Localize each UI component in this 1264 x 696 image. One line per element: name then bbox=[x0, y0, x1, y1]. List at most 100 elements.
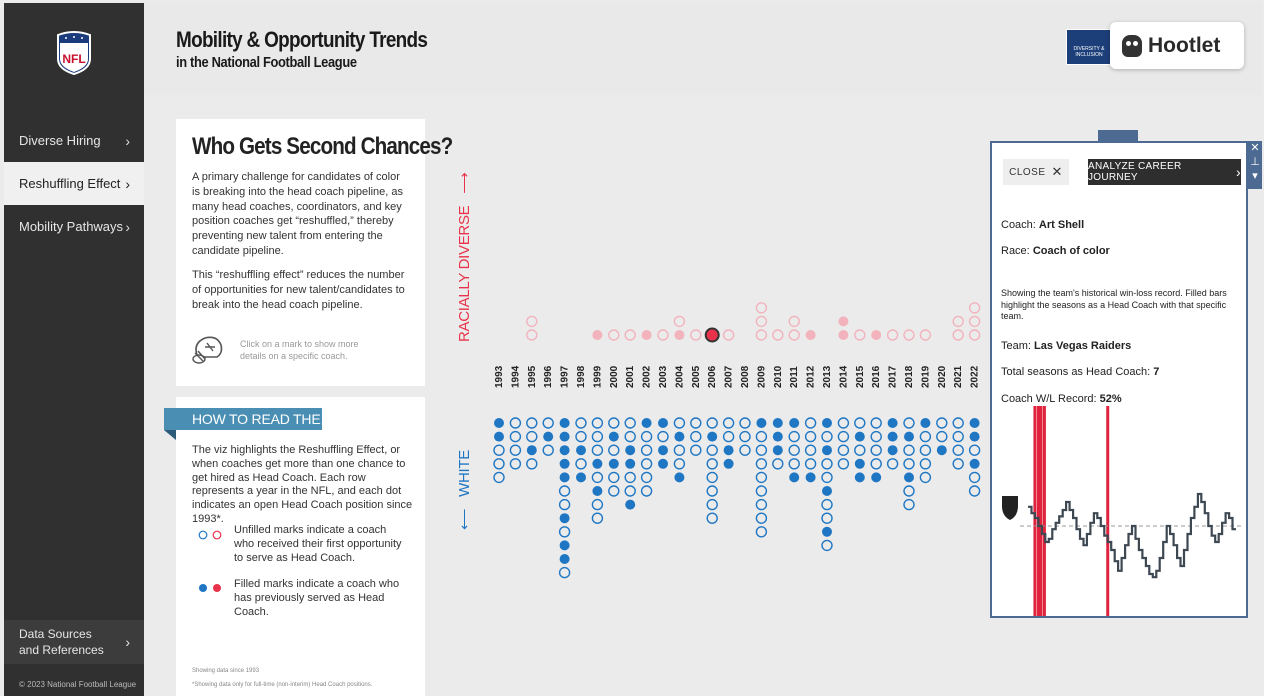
white-coach-mark[interactable] bbox=[591, 498, 604, 511]
white-coach-mark[interactable] bbox=[887, 431, 898, 442]
white-coach-mark[interactable] bbox=[772, 431, 783, 442]
diverse-coach-mark[interactable] bbox=[592, 330, 603, 340]
diverse-coach-mark[interactable] bbox=[968, 315, 981, 328]
white-coach-mark[interactable] bbox=[903, 444, 915, 456]
white-coach-mark[interactable] bbox=[591, 512, 604, 524]
white-coach-mark[interactable] bbox=[509, 458, 522, 470]
white-coach-mark[interactable] bbox=[772, 445, 783, 456]
white-coach-mark[interactable] bbox=[690, 417, 702, 429]
white-coach-mark[interactable] bbox=[903, 458, 915, 470]
white-coach-mark[interactable] bbox=[854, 431, 865, 442]
diverse-coach-mark[interactable] bbox=[641, 330, 652, 340]
white-coach-mark[interactable] bbox=[658, 418, 668, 428]
diverse-coach-mark[interactable] bbox=[674, 330, 685, 340]
chevron-down-icon[interactable]: ▾ bbox=[1252, 170, 1258, 182]
diverse-coach-mark[interactable] bbox=[608, 329, 620, 341]
panel-drag-handle[interactable] bbox=[1098, 130, 1138, 141]
diverse-coach-mark[interactable] bbox=[903, 329, 915, 341]
diverse-coach-mark[interactable] bbox=[838, 316, 849, 327]
white-coach-mark[interactable] bbox=[625, 458, 636, 469]
white-coach-mark[interactable] bbox=[920, 418, 931, 428]
white-coach-mark[interactable] bbox=[969, 458, 980, 469]
white-coach-mark[interactable] bbox=[673, 444, 686, 456]
diverse-coach-mark[interactable] bbox=[755, 329, 768, 341]
white-coach-mark[interactable] bbox=[854, 458, 865, 469]
white-coach-mark[interactable] bbox=[723, 458, 734, 469]
sidebar-item-data-sources[interactable]: Data Sources and References › bbox=[4, 620, 144, 664]
sidebar-item-diverse-hiring[interactable]: Diverse Hiring › bbox=[4, 119, 144, 162]
white-coach-mark[interactable] bbox=[837, 417, 850, 429]
diverse-coach-mark[interactable] bbox=[526, 315, 538, 328]
white-coach-mark[interactable] bbox=[952, 458, 964, 470]
white-coach-mark[interactable] bbox=[903, 498, 915, 511]
white-coach-mark[interactable] bbox=[804, 458, 817, 470]
white-coach-mark[interactable] bbox=[640, 471, 653, 484]
white-coach-mark[interactable] bbox=[822, 526, 832, 537]
diverse-coach-mark[interactable] bbox=[838, 330, 849, 340]
white-coach-mark[interactable] bbox=[526, 417, 538, 429]
white-coach-mark[interactable] bbox=[821, 458, 833, 470]
white-coach-mark[interactable] bbox=[509, 417, 522, 429]
white-coach-mark[interactable] bbox=[625, 499, 636, 510]
white-coach-mark[interactable] bbox=[559, 431, 570, 442]
white-coach-mark[interactable] bbox=[919, 444, 932, 456]
white-coach-mark[interactable] bbox=[591, 444, 604, 456]
white-coach-mark[interactable] bbox=[821, 539, 833, 552]
white-coach-mark[interactable] bbox=[706, 458, 718, 470]
white-coach-mark[interactable] bbox=[722, 430, 735, 443]
white-coach-mark[interactable] bbox=[887, 418, 898, 428]
white-coach-mark[interactable] bbox=[821, 498, 833, 511]
white-coach-mark[interactable] bbox=[575, 430, 587, 443]
white-coach-mark[interactable] bbox=[707, 431, 718, 442]
white-coach-mark[interactable] bbox=[608, 417, 620, 429]
white-coach-mark[interactable] bbox=[904, 472, 914, 483]
white-coach-mark[interactable] bbox=[558, 485, 571, 497]
white-coach-mark[interactable] bbox=[706, 498, 718, 511]
white-coach-mark[interactable] bbox=[674, 431, 685, 442]
white-coach-mark[interactable] bbox=[575, 417, 587, 429]
white-coach-mark[interactable] bbox=[903, 485, 915, 497]
white-coach-mark[interactable] bbox=[591, 430, 604, 443]
analyze-career-journey-button[interactable]: ANALYZE CAREER JOURNEY › bbox=[1088, 159, 1241, 185]
white-coach-mark[interactable] bbox=[723, 445, 734, 456]
white-coach-mark[interactable] bbox=[608, 431, 619, 442]
white-coach-mark[interactable] bbox=[821, 512, 833, 524]
white-coach-mark[interactable] bbox=[559, 418, 570, 428]
close-icon[interactable]: ✕ bbox=[1250, 142, 1260, 154]
white-coach-mark[interactable] bbox=[822, 418, 832, 428]
diverse-coach-mark[interactable] bbox=[854, 329, 866, 341]
white-coach-mark[interactable] bbox=[542, 444, 554, 456]
white-coach-mark[interactable] bbox=[592, 486, 603, 496]
white-coach-mark[interactable] bbox=[870, 458, 882, 470]
white-coach-mark[interactable] bbox=[494, 431, 504, 442]
diverse-coach-mark[interactable] bbox=[673, 315, 686, 328]
white-coach-mark[interactable] bbox=[968, 471, 981, 484]
white-coach-mark[interactable] bbox=[804, 430, 817, 443]
white-coach-mark[interactable] bbox=[674, 472, 685, 483]
white-coach-mark[interactable] bbox=[870, 444, 882, 456]
white-coach-mark[interactable] bbox=[804, 417, 817, 429]
white-coach-mark[interactable] bbox=[854, 472, 865, 483]
white-coach-mark[interactable] bbox=[509, 430, 522, 443]
diverse-coach-mark[interactable] bbox=[886, 329, 899, 341]
white-coach-mark[interactable] bbox=[870, 417, 882, 429]
white-coach-mark[interactable] bbox=[509, 444, 522, 456]
white-coach-mark[interactable] bbox=[936, 445, 947, 456]
white-coach-mark[interactable] bbox=[558, 566, 571, 579]
white-coach-mark[interactable] bbox=[968, 485, 981, 497]
diverse-coach-mark[interactable] bbox=[788, 315, 800, 328]
white-coach-mark[interactable] bbox=[755, 485, 768, 497]
white-coach-mark[interactable] bbox=[559, 458, 570, 469]
diverse-coach-mark[interactable] bbox=[526, 329, 538, 341]
white-coach-mark[interactable] bbox=[952, 430, 964, 443]
white-coach-mark[interactable] bbox=[640, 485, 653, 497]
white-coach-mark[interactable] bbox=[854, 417, 866, 429]
white-coach-mark[interactable] bbox=[690, 430, 702, 443]
white-coach-mark[interactable] bbox=[755, 512, 768, 524]
white-coach-mark[interactable] bbox=[886, 458, 899, 470]
white-coach-mark[interactable] bbox=[624, 485, 636, 497]
white-coach-mark[interactable] bbox=[542, 417, 554, 429]
diverse-coach-mark[interactable] bbox=[952, 315, 964, 328]
diverse-coach-mark[interactable] bbox=[657, 329, 669, 341]
white-coach-mark[interactable] bbox=[936, 430, 948, 443]
